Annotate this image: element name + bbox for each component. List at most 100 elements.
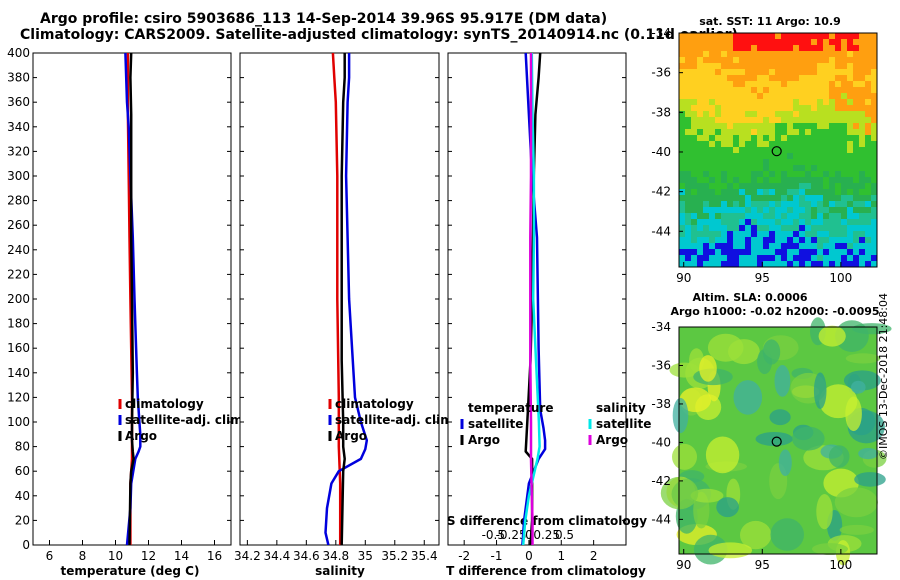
map-cell [841,87,847,93]
map-blob [839,524,874,535]
map-cell [691,165,697,171]
map-cell [805,105,811,111]
map-cell [685,171,691,177]
map-cell [709,141,715,147]
y-tick-label: 100 [7,415,30,429]
map-cell [841,171,847,177]
map-cell [775,117,781,123]
x-tick-label: 8 [79,549,87,563]
map-cell [787,39,793,45]
map-cell [739,129,745,135]
map-cell [697,33,703,39]
map-cell [691,159,697,165]
map-cell [757,243,763,249]
map-cell [715,183,721,189]
map-blob [792,426,825,451]
map-cell [835,255,841,261]
map-cell [697,171,703,177]
map-cell [691,183,697,189]
map-cell [829,105,835,111]
map-cell [871,219,877,225]
map-cell [841,189,847,195]
map-cell [871,135,877,141]
map-cell [787,57,793,63]
map-cell [871,165,877,171]
map-cell [793,87,799,93]
map-cell [799,225,805,231]
map-cell [841,105,847,111]
map-cell [793,171,799,177]
series-line-argo [340,53,346,545]
map-cell [715,63,721,69]
map-cell [709,165,715,171]
map-blob [778,449,792,477]
map-cell [805,249,811,255]
map-cell [811,213,817,219]
map-cell [727,117,733,123]
map-cell [745,57,751,63]
map-cell [763,39,769,45]
map-cell [799,261,805,267]
map-cell [835,189,841,195]
map-cell [769,201,775,207]
map-cell [703,39,709,45]
map-cell [805,123,811,129]
map-cell [775,147,781,153]
map-cell [697,69,703,75]
map-cell [781,237,787,243]
map-cell [805,135,811,141]
map-cell [751,177,757,183]
map-cell [829,231,835,237]
map-cell [721,135,727,141]
map-cell [829,39,835,45]
map-cell [787,75,793,81]
map-cell [709,159,715,165]
map-cell [685,231,691,237]
map-cell [781,255,787,261]
map-cell [781,225,787,231]
map-cell [799,183,805,189]
map-cell [847,141,853,147]
map-cell [715,39,721,45]
map-cell [739,69,745,75]
map-cell [769,255,775,261]
map-cell [727,129,733,135]
map-cell [793,39,799,45]
map-cell [799,45,805,51]
map-cell [715,255,721,261]
map-cell [721,147,727,153]
map-cell [721,129,727,135]
map-cell [751,207,757,213]
map-cell [745,129,751,135]
map-cell [787,171,793,177]
map-cell [739,33,745,39]
map-cell [829,237,835,243]
map-cell [799,99,805,105]
map-cell [691,93,697,99]
map-cell [727,123,733,129]
map-cell [757,105,763,111]
map-cell [859,171,865,177]
y-tick-label: 280 [7,194,30,208]
map-cell [757,165,763,171]
map-cell [685,249,691,255]
map-cell [679,141,685,147]
map-cell [733,135,739,141]
map-cell [835,57,841,63]
map-cell [715,219,721,225]
map-cell [847,249,853,255]
map-cell [691,39,697,45]
map-cell [835,153,841,159]
map-cell [859,261,865,267]
map-cell [697,51,703,57]
map-cell [739,87,745,93]
map-cell [691,219,697,225]
map-cell [709,33,715,39]
map-cell [721,219,727,225]
map-cell [841,129,847,135]
map-cell [763,123,769,129]
map-cell [739,105,745,111]
map-cell [703,147,709,153]
x-tick-label: 12 [141,549,156,563]
map-cell [697,249,703,255]
